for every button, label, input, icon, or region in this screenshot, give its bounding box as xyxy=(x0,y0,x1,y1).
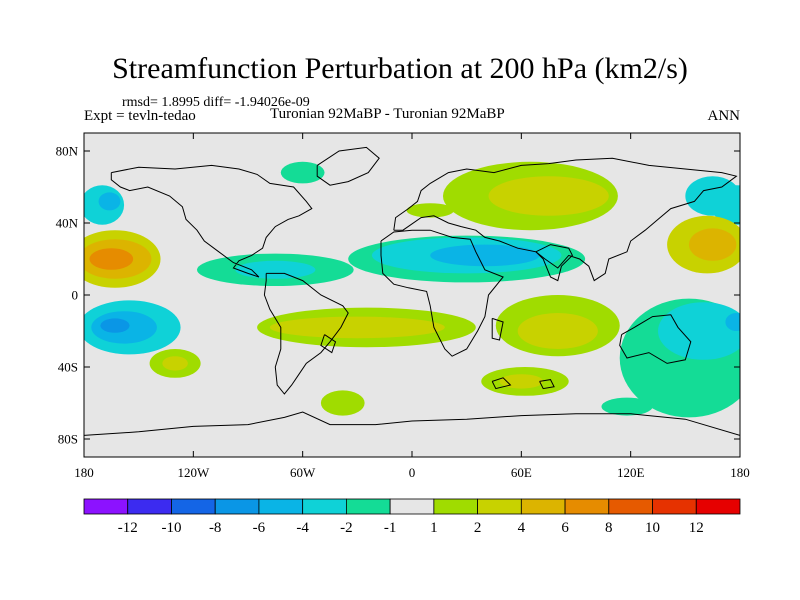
colorbar-label: 4 xyxy=(518,520,526,536)
contour-southeast-pacific-negative-core xyxy=(725,313,740,331)
colorbar-swatch xyxy=(345,498,391,515)
lat-tick-label: 80S xyxy=(58,432,78,447)
colorbar-swatch xyxy=(389,498,435,515)
contour-southern-ocean-positive xyxy=(320,390,365,416)
colorbar-label: -8 xyxy=(209,520,222,536)
colorbar-swatch xyxy=(127,498,172,515)
contour-pacific-positive-west-core xyxy=(688,228,737,261)
colorbar-label: 12 xyxy=(689,520,704,536)
contour-north-pacific-west-negative xyxy=(685,176,740,216)
colorbar-swatch xyxy=(608,498,653,515)
coastline-southern-ocean-island xyxy=(491,377,512,390)
contour-fill-layer xyxy=(84,161,740,418)
coastline-india xyxy=(535,244,574,282)
lon-tick-label: 180 xyxy=(730,465,750,480)
coastline-south-america xyxy=(263,272,349,395)
subtitle-label: Turonian 92MaBP - Turonian 92MaBP xyxy=(270,106,505,122)
coastline-eurasia xyxy=(393,157,738,282)
colorbar-swatch xyxy=(302,498,347,515)
contour-southeast-pacific-negative-mid xyxy=(658,302,740,360)
contour-pacific-south-core xyxy=(100,318,130,333)
coastline-antarctica xyxy=(84,411,740,436)
lat-tick-label: 40S xyxy=(58,360,78,375)
colorbar-swatch xyxy=(520,498,566,515)
contour-eurasia-positive-core xyxy=(488,176,609,216)
map-title: Streamfunction Perturbation at 200 hPa (… xyxy=(112,52,688,85)
coastline-north-america xyxy=(110,164,313,278)
coastline-layer xyxy=(84,146,740,436)
colorbar-label: -6 xyxy=(253,520,266,536)
contour-america-negative-core xyxy=(235,260,316,279)
colorbar-label: -2 xyxy=(340,520,353,536)
lat-tick-label: 0 xyxy=(72,288,79,303)
contour-south-america-positive-core xyxy=(269,316,445,339)
colorbar-swatch xyxy=(695,498,741,515)
colorbar-label: -1 xyxy=(384,520,397,536)
colorbar-label: 6 xyxy=(561,520,569,536)
coastline-africa xyxy=(380,229,504,357)
lon-tick-label: 120W xyxy=(177,465,210,480)
colorbar-label: -12 xyxy=(118,520,138,536)
coastline-greenland xyxy=(316,146,380,186)
lat-tick-label: 40N xyxy=(56,216,79,231)
contour-europe-positive xyxy=(406,203,454,218)
lon-tick-label: 180 xyxy=(74,465,94,480)
contour-indian-positive-core xyxy=(517,313,598,349)
lon-tick-label: 120E xyxy=(617,465,645,480)
lon-tick-label: 0 xyxy=(409,465,416,480)
contour-south-pacific-positive-core xyxy=(162,356,188,371)
coastline-madagascar xyxy=(491,317,504,341)
colorbar-label: 2 xyxy=(474,520,482,536)
contour-tethys-negative-core xyxy=(430,244,540,267)
rmsd-label: rmsd= 1.8995 diff= -1.94026e-09 xyxy=(122,95,310,110)
colorbar-swatch xyxy=(258,498,304,515)
colorbar-label: 1 xyxy=(430,520,438,536)
colorbar-swatch xyxy=(564,498,610,515)
contour-north-atlantic-negative xyxy=(280,161,325,184)
colorbar-swatch xyxy=(652,498,697,515)
colorbar-swatch xyxy=(83,498,129,515)
contour-pacific-north-core xyxy=(98,192,121,211)
season-label: ANN xyxy=(707,108,741,124)
colorbar-swatch xyxy=(214,498,260,515)
lon-tick-label: 60W xyxy=(290,465,316,480)
colorbar: -12 -10 -8 -6 -4 -2 -1 1 2 4 6 8 10 12 xyxy=(83,498,741,536)
colorbar-label: -4 xyxy=(296,520,309,536)
contour-pacific-positive-core xyxy=(89,248,134,270)
colorbar-label: -10 xyxy=(161,520,181,536)
lat-tick-label: 80N xyxy=(56,144,79,159)
coastline-kerguelen xyxy=(539,379,555,390)
colorbar-swatch xyxy=(171,498,216,515)
axes-layer: 180 120W 60W 0 60E 120E 180 80N 40N 0 40S 80S xyxy=(56,133,750,480)
colorbar-swatch xyxy=(477,498,522,515)
coastline-australia xyxy=(619,314,692,364)
lon-tick-label: 60E xyxy=(511,465,532,480)
experiment-label: Expt = tevln-tedao xyxy=(84,108,196,124)
colorbar-swatch xyxy=(433,498,479,515)
contour-southern-pacific-patch xyxy=(601,397,653,416)
coastline-south-pacific-island xyxy=(320,334,337,354)
colorbar-label: 8 xyxy=(605,520,613,536)
colorbar-label: 10 xyxy=(645,520,660,536)
